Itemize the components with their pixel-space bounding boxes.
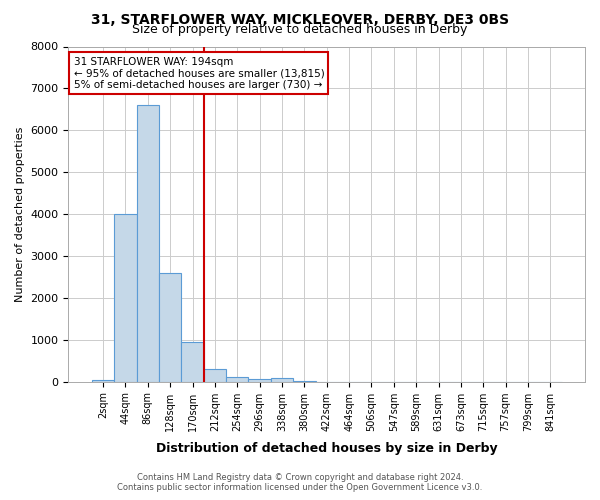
Text: Contains HM Land Registry data © Crown copyright and database right 2024.
Contai: Contains HM Land Registry data © Crown c… [118, 473, 482, 492]
Text: Size of property relative to detached houses in Derby: Size of property relative to detached ho… [133, 24, 467, 36]
Text: 31 STARFLOWER WAY: 194sqm
← 95% of detached houses are smaller (13,815)
5% of se: 31 STARFLOWER WAY: 194sqm ← 95% of detac… [74, 56, 325, 90]
X-axis label: Distribution of detached houses by size in Derby: Distribution of detached houses by size … [156, 442, 497, 455]
Bar [248, 380, 271, 382]
Bar [114, 214, 137, 382]
Bar [226, 377, 248, 382]
Bar [204, 369, 226, 382]
Bar [181, 342, 204, 382]
Y-axis label: Number of detached properties: Number of detached properties [15, 126, 25, 302]
Text: 31, STARFLOWER WAY, MICKLEOVER, DERBY, DE3 0BS: 31, STARFLOWER WAY, MICKLEOVER, DERBY, D… [91, 12, 509, 26]
Bar [271, 378, 293, 382]
Bar [159, 272, 181, 382]
Bar [137, 105, 159, 382]
Bar [92, 380, 114, 382]
